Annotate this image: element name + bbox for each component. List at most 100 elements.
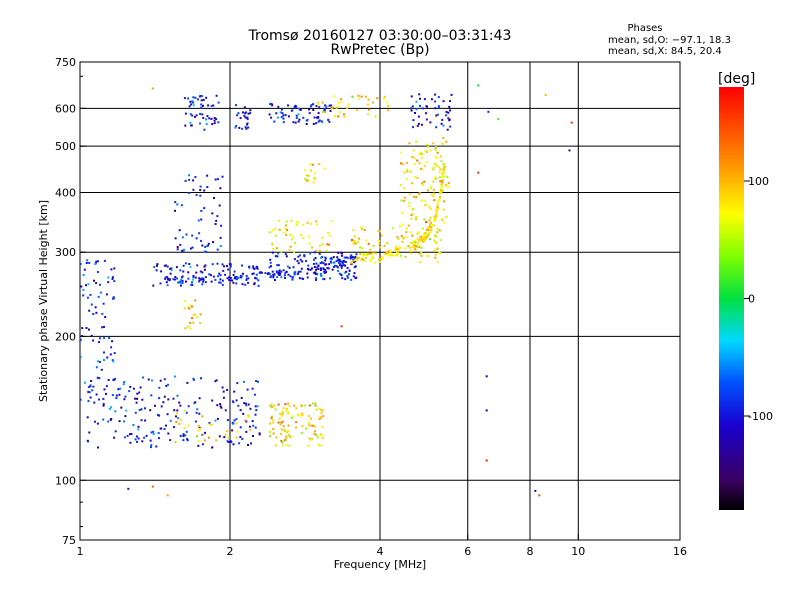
data-point [312,424,315,427]
data-point [278,274,281,276]
data-point [410,231,413,234]
data-point [382,97,385,100]
data-point [242,380,245,383]
data-point [90,334,93,337]
data-point [295,407,298,410]
data-point [94,420,96,423]
data-point [385,101,388,104]
data-point [344,264,347,267]
data-point [445,184,447,186]
data-point [309,252,312,255]
data-point [232,422,235,425]
data-point [201,271,204,274]
data-point [337,261,340,264]
data-point [199,122,201,125]
data-point [311,267,313,270]
data-point [273,228,276,231]
data-point [416,124,419,127]
y-tick-label: 500 [55,140,76,153]
data-point [428,238,431,241]
data-point [309,105,312,108]
data-point [219,274,222,277]
data-point [164,276,167,279]
data-point [435,235,438,238]
data-point [295,221,298,224]
x-axis-label: Frequency [MHz] [334,558,426,571]
data-point [285,443,288,446]
data-point [226,265,228,267]
data-point [425,237,428,240]
data-point [136,435,138,438]
data-point [132,387,135,390]
data-point [109,353,112,356]
data-point [185,430,188,433]
data-point [330,262,333,265]
data-point [271,270,274,273]
data-point [144,419,147,422]
data-point [384,252,387,255]
data-point [442,168,445,171]
data-point [370,255,373,258]
data-point [245,274,248,277]
data-point [282,231,285,234]
data-point [436,260,439,263]
data-point [151,485,154,488]
data-point [200,95,203,97]
data-point [289,275,292,278]
data-point [437,106,440,109]
data-point [201,244,204,247]
data-point [95,260,98,263]
data-point [207,242,210,245]
data-point [303,255,306,258]
data-point [310,169,312,172]
data-point [446,128,449,131]
data-point [268,113,271,116]
data-point [297,270,300,273]
colorbar-tick-label: 0 [748,293,755,306]
data-point [399,151,402,154]
data-point [276,116,279,119]
data-point [391,227,394,230]
x-tick-label: 4 [377,545,384,558]
data-point [219,281,222,284]
data-point [200,239,202,242]
data-point [430,185,433,188]
data-point [192,313,195,316]
data-point [160,270,163,273]
data-point [221,386,224,389]
data-point [191,281,193,284]
data-point [253,393,256,396]
data-point [434,256,437,259]
data-point [167,277,169,280]
data-point [405,177,408,180]
data-point [419,261,422,263]
data-point [159,379,162,382]
data-point [449,100,451,103]
data-point [287,430,290,433]
data-point [414,241,417,244]
data-point [341,262,344,265]
data-point [151,87,154,90]
data-point [239,409,242,412]
data-point [440,187,443,190]
data-point [103,351,105,354]
data-point [439,252,442,255]
data-point [200,209,203,212]
data-point [300,234,303,236]
data-point [365,239,368,242]
data-point [269,435,272,438]
data-point [221,175,224,178]
data-point [420,254,423,257]
data-point [433,220,436,222]
data-point [369,252,372,255]
data-point [96,260,99,263]
data-point [241,283,244,286]
data-point [300,413,303,416]
data-point [319,244,321,247]
data-point [433,176,436,179]
data-point [275,112,278,115]
data-point [272,432,275,435]
data-point [293,258,296,261]
data-point [86,259,89,262]
data-point [192,321,195,324]
